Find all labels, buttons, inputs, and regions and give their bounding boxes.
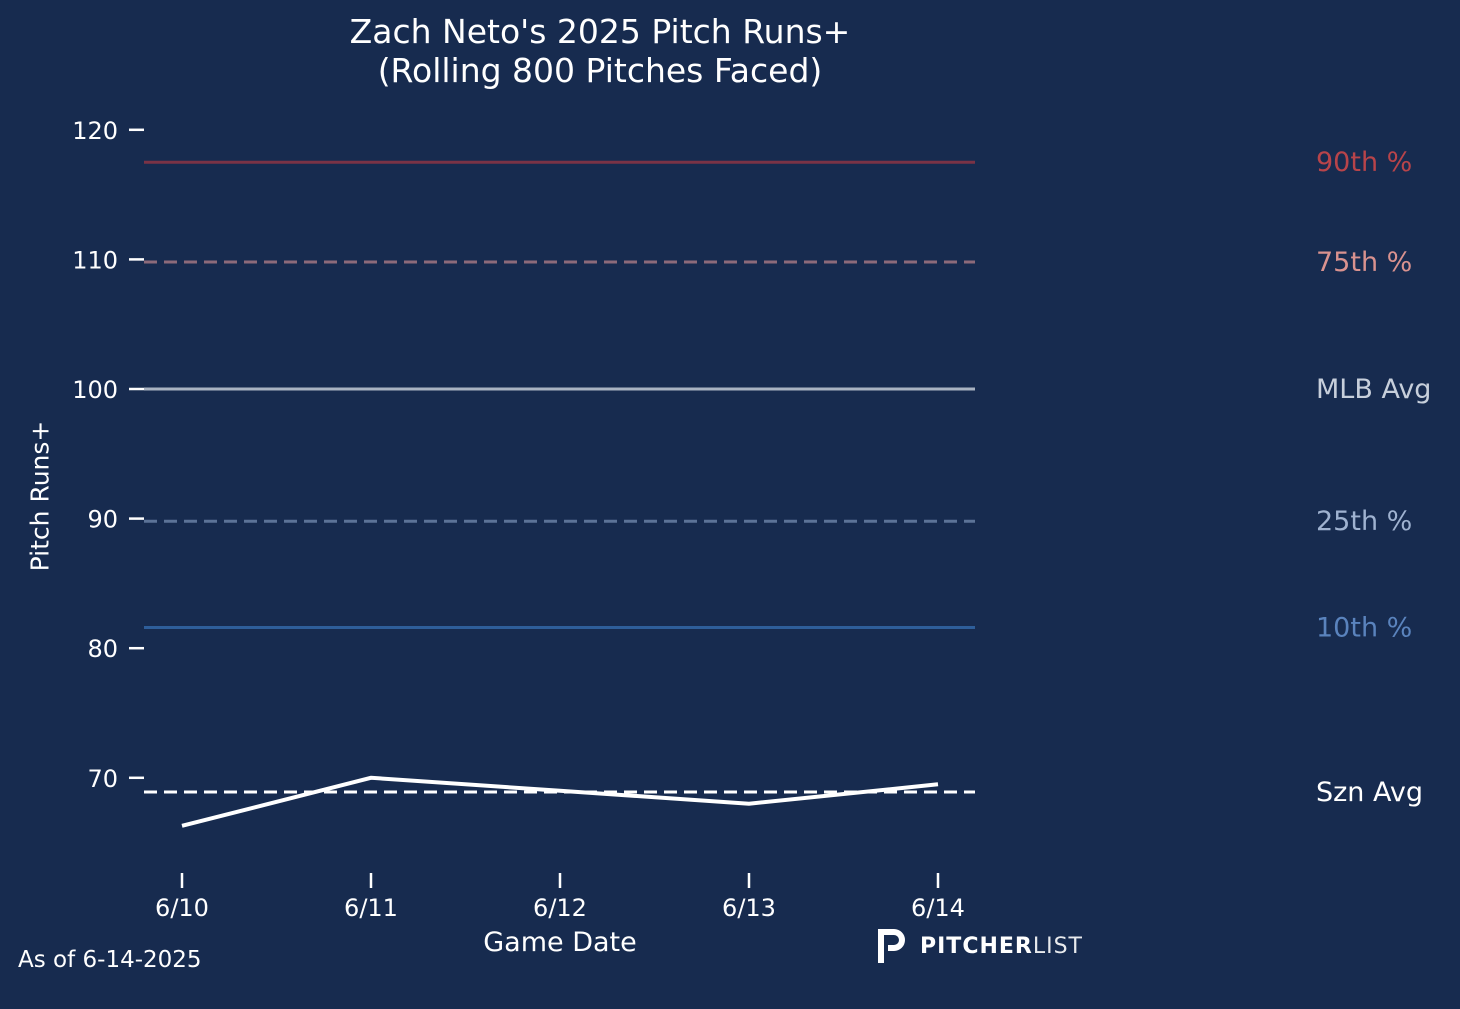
reference-labels: 90th % 75th % MLB Avg 25th % 10th % Szn Avg <box>1316 147 1431 808</box>
x-tick-label: 6/13 <box>722 894 776 922</box>
chart-subtitle: (Rolling 800 Pitches Faced) <box>377 51 823 90</box>
reference-label: MLB Avg <box>1316 374 1431 405</box>
reference-label: 25th % <box>1316 506 1412 537</box>
x-tick-label: 6/10 <box>155 894 209 922</box>
reference-lines <box>144 160 975 794</box>
chart-title: Zach Neto's 2025 Pitch Runs+ (Rolling 80… <box>300 12 900 90</box>
x-tick-label: 6/14 <box>911 894 965 922</box>
x-axis: 6/10 6/11 6/12 6/13 6/14 <box>155 873 965 922</box>
reference-label: 75th % <box>1316 247 1412 278</box>
x-tick-label: 6/12 <box>533 894 587 922</box>
reference-label: 90th % <box>1316 147 1412 178</box>
brand-light: LIST <box>1032 933 1083 959</box>
reference-label: 10th % <box>1316 612 1412 643</box>
reference-label: Szn Avg <box>1316 777 1423 808</box>
y-tick-label: 70 <box>87 765 118 793</box>
y-axis: 70 80 90 100 110 120 <box>72 117 144 793</box>
pitcherlist-wordmark: PITCHERLIST <box>920 934 1083 959</box>
pitcherlist-logo: PITCHERLIST <box>874 925 1083 967</box>
chart-title-main: Zach Neto's 2025 Pitch Runs+ <box>349 12 851 51</box>
x-tick-label: 6/11 <box>344 894 398 922</box>
y-tick-label: 90 <box>87 506 118 534</box>
series-line <box>181 775 939 828</box>
pitcherlist-p-icon <box>878 929 905 963</box>
y-tick-label: 120 <box>72 117 118 145</box>
as-of-date: As of 6-14-2025 <box>18 947 202 973</box>
y-tick-label: 100 <box>72 376 118 404</box>
y-tick-label: 80 <box>87 635 118 663</box>
brand-bold: PITCHER <box>920 933 1033 959</box>
data-series <box>181 775 939 828</box>
y-axis-label: Pitch Runs+ <box>25 420 55 572</box>
y-tick-label: 110 <box>72 246 118 274</box>
x-axis-label: Game Date <box>483 927 637 958</box>
